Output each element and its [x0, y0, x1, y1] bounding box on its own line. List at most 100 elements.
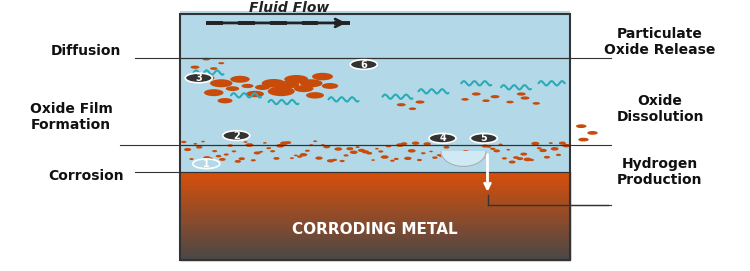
- Bar: [180, 179, 570, 181]
- Bar: [180, 246, 570, 247]
- Bar: [180, 237, 570, 238]
- Ellipse shape: [396, 143, 404, 147]
- Circle shape: [312, 73, 333, 80]
- Bar: [180, 234, 570, 235]
- Circle shape: [397, 103, 406, 106]
- Bar: [180, 198, 570, 199]
- Circle shape: [204, 89, 224, 96]
- Ellipse shape: [562, 144, 570, 147]
- Text: Diffusion: Diffusion: [51, 44, 122, 58]
- Bar: [180, 14, 570, 260]
- Circle shape: [520, 96, 530, 100]
- Ellipse shape: [297, 155, 302, 158]
- Ellipse shape: [251, 159, 256, 162]
- Bar: [180, 201, 570, 202]
- Ellipse shape: [181, 141, 187, 143]
- Bar: [180, 208, 570, 209]
- Ellipse shape: [290, 157, 294, 159]
- Ellipse shape: [412, 141, 419, 145]
- Circle shape: [517, 92, 526, 96]
- Ellipse shape: [366, 152, 372, 154]
- Bar: [180, 197, 570, 198]
- Ellipse shape: [232, 150, 236, 152]
- Ellipse shape: [556, 154, 561, 156]
- Circle shape: [409, 107, 416, 110]
- Bar: [180, 255, 570, 256]
- Ellipse shape: [300, 153, 307, 156]
- Ellipse shape: [539, 149, 547, 152]
- Bar: [180, 191, 570, 192]
- Ellipse shape: [356, 146, 360, 148]
- Ellipse shape: [529, 159, 534, 161]
- Bar: [180, 222, 570, 223]
- Bar: [180, 225, 570, 226]
- Ellipse shape: [327, 159, 334, 162]
- Ellipse shape: [417, 159, 422, 161]
- Bar: [180, 251, 570, 253]
- Ellipse shape: [537, 147, 542, 149]
- Bar: [180, 240, 570, 241]
- Ellipse shape: [314, 140, 317, 142]
- Bar: [180, 223, 570, 224]
- Ellipse shape: [378, 150, 383, 153]
- Circle shape: [217, 98, 232, 104]
- Bar: [180, 219, 570, 220]
- Bar: [180, 231, 570, 233]
- Ellipse shape: [482, 144, 488, 148]
- Bar: [180, 243, 570, 244]
- Bar: [180, 245, 570, 246]
- Bar: [180, 178, 570, 179]
- Bar: [180, 203, 570, 204]
- Bar: [180, 188, 570, 189]
- Polygon shape: [441, 152, 486, 166]
- Bar: [180, 259, 570, 260]
- Bar: [180, 206, 570, 207]
- Ellipse shape: [408, 149, 416, 153]
- Circle shape: [255, 85, 270, 90]
- Circle shape: [210, 67, 218, 70]
- Ellipse shape: [463, 150, 469, 153]
- Bar: [180, 173, 570, 174]
- Circle shape: [202, 58, 210, 60]
- Ellipse shape: [273, 157, 280, 160]
- Bar: [180, 189, 570, 191]
- Bar: [180, 205, 570, 206]
- Circle shape: [350, 60, 377, 69]
- Ellipse shape: [212, 150, 217, 152]
- Bar: [180, 183, 570, 184]
- Ellipse shape: [400, 142, 407, 145]
- Circle shape: [576, 124, 586, 128]
- Bar: [180, 256, 570, 257]
- Ellipse shape: [350, 150, 358, 154]
- Bar: [180, 229, 570, 230]
- Ellipse shape: [346, 147, 353, 150]
- Ellipse shape: [421, 152, 426, 154]
- Circle shape: [300, 79, 322, 87]
- Bar: [180, 193, 570, 194]
- Circle shape: [278, 81, 299, 88]
- Bar: [180, 184, 570, 185]
- Bar: [180, 224, 570, 225]
- Ellipse shape: [443, 146, 449, 149]
- Bar: [180, 181, 570, 182]
- Bar: [180, 196, 570, 197]
- Ellipse shape: [309, 144, 314, 146]
- Ellipse shape: [321, 144, 325, 146]
- Bar: [180, 185, 570, 186]
- Ellipse shape: [375, 148, 379, 150]
- Circle shape: [223, 131, 250, 140]
- Bar: [180, 244, 570, 245]
- Bar: [180, 195, 570, 196]
- Text: 2: 2: [232, 131, 240, 141]
- Ellipse shape: [513, 156, 519, 159]
- Ellipse shape: [344, 154, 349, 157]
- Bar: [180, 211, 570, 212]
- Ellipse shape: [332, 159, 337, 161]
- Ellipse shape: [506, 149, 510, 151]
- Bar: [180, 253, 570, 254]
- Ellipse shape: [270, 150, 275, 152]
- Ellipse shape: [340, 160, 345, 162]
- Bar: [180, 258, 570, 259]
- Ellipse shape: [448, 140, 453, 143]
- Text: Fluid Flow: Fluid Flow: [248, 1, 328, 15]
